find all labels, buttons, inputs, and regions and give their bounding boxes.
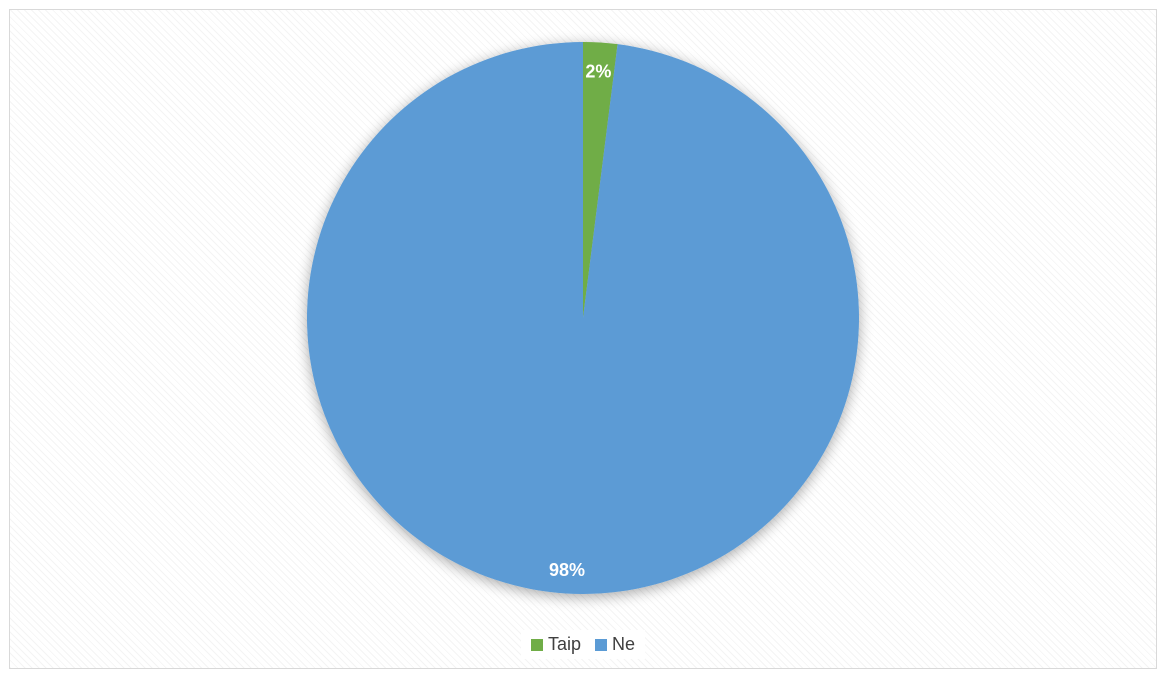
data-label-taip: 2%	[585, 62, 611, 82]
data-label-ne: 98%	[549, 560, 585, 580]
pie-chart: 2% 98%	[307, 42, 859, 594]
legend-swatch-ne	[595, 638, 607, 651]
legend-label-ne: Ne	[612, 634, 636, 654]
chart-area: 2% 98% Taip Ne	[9, 9, 1157, 669]
legend: Taip Ne	[10, 630, 1156, 659]
legend-item-ne: Ne	[595, 634, 635, 655]
pie-data-labels: 2% 98%	[549, 62, 611, 581]
legend-item-taip: Taip	[530, 634, 581, 655]
pie-slices	[307, 42, 859, 594]
legend-swatch-taip	[530, 638, 543, 651]
pie-slice-taip	[583, 42, 618, 318]
legend-label-taip: Taip	[547, 634, 581, 654]
pie-slice-ne	[307, 42, 859, 594]
